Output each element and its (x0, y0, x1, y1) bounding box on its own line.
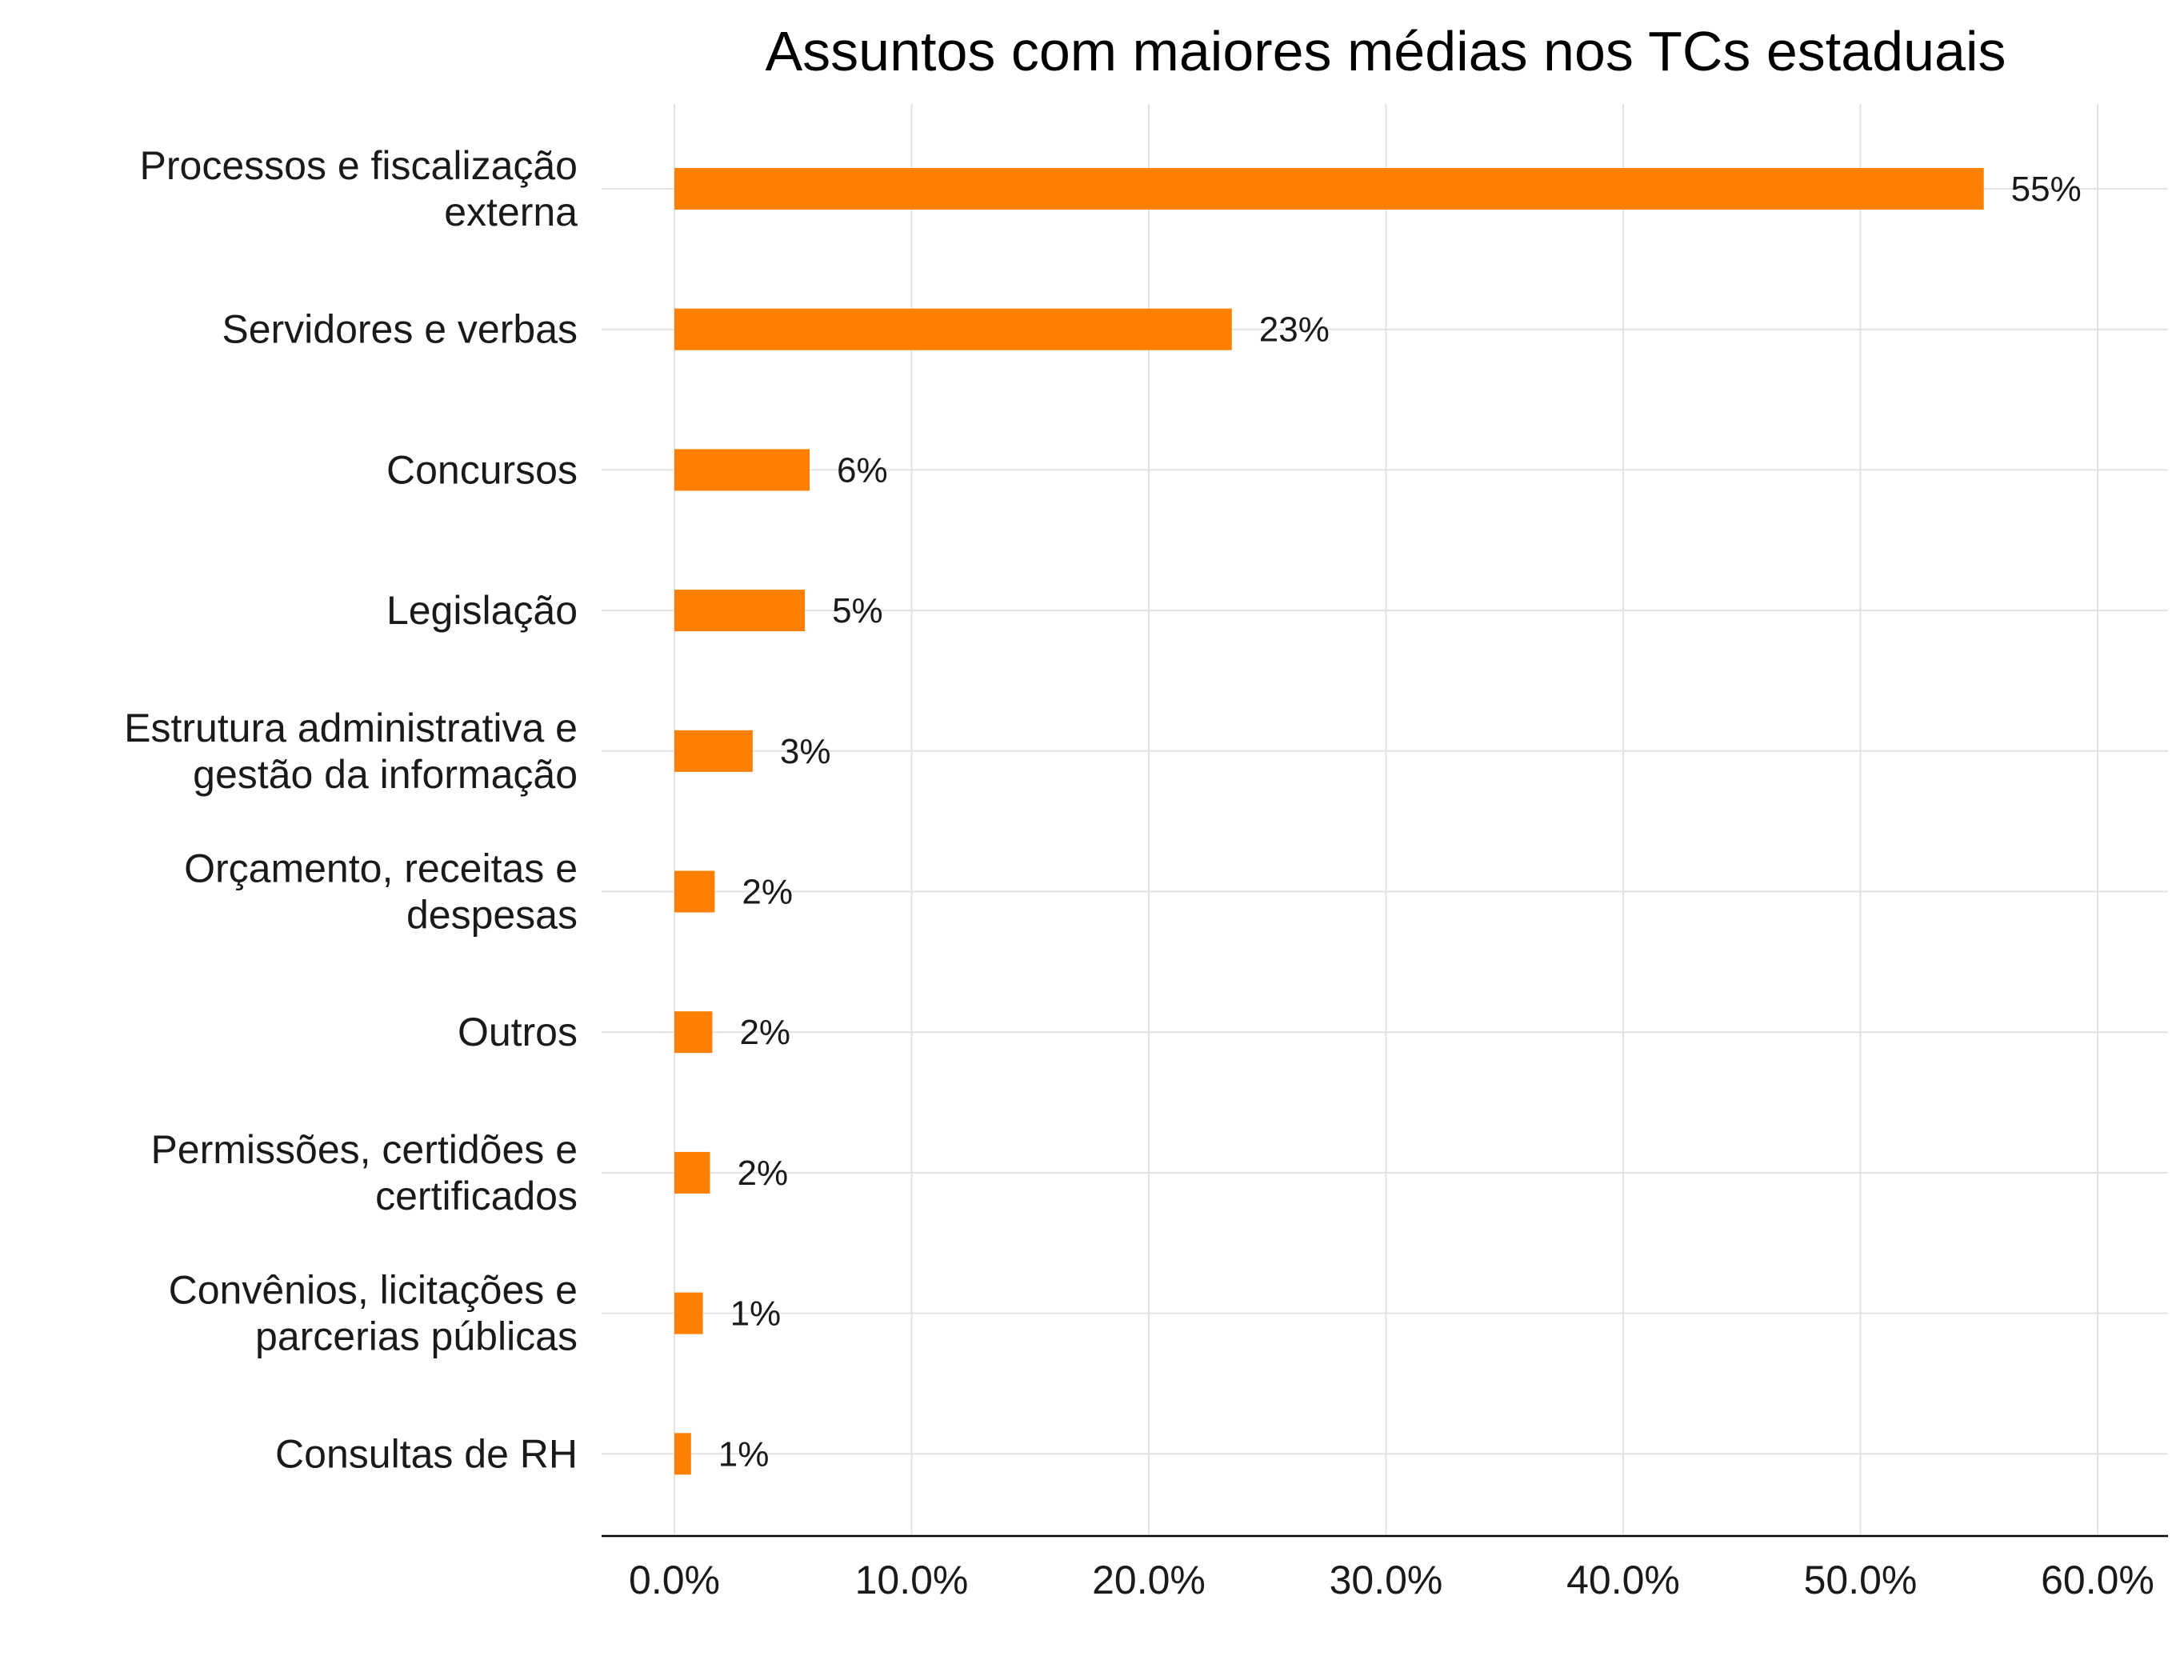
bar-value-label: 23% (1259, 310, 1330, 350)
category-label: Convênios, licitações e (169, 1268, 578, 1313)
grid-lines (602, 104, 2168, 1536)
data-labels: 55% 23% 6% 5% 3% 2% 2% 2% 1% 1% (718, 170, 2082, 1474)
bar-value-label: 1% (730, 1294, 782, 1334)
category-label: parcerias públicas (255, 1314, 578, 1359)
x-tick-label: 40.0% (1566, 1558, 1680, 1602)
category-label: certificados (375, 1174, 578, 1218)
category-label: gestão da informação (193, 752, 578, 797)
bar (674, 590, 806, 632)
category-label: Estrutura administrativa e (124, 706, 578, 750)
category-label: Concursos (386, 447, 578, 492)
x-tick-label: 10.0% (855, 1558, 969, 1602)
bar-value-label: 2% (739, 1013, 790, 1052)
category-label: Processos e fiscalização (140, 143, 578, 188)
x-tick-label: 60.0% (2041, 1558, 2154, 1602)
x-axis-tick-labels: 0.0% 10.0% 20.0% 30.0% 40.0% 50.0% 60.0% (629, 1558, 2154, 1602)
x-tick-label: 0.0% (629, 1558, 720, 1602)
bar-value-label: 55% (2011, 170, 2082, 209)
bar (674, 1151, 710, 1194)
category-label: Permissões, certidões e (150, 1127, 578, 1172)
category-label: Legislação (386, 588, 578, 633)
bar-value-label: 2% (737, 1154, 788, 1193)
bars (674, 168, 1984, 1475)
category-label: despesas (406, 893, 578, 938)
bar-value-label: 2% (742, 873, 793, 912)
category-label: externa (444, 190, 578, 234)
bar (674, 168, 1984, 210)
bar-value-label: 1% (718, 1434, 770, 1474)
category-label: Outros (458, 1010, 578, 1054)
category-label: Orçamento, receitas e (184, 846, 578, 891)
chart-title: Assuntos com maiores médias nos TCs esta… (765, 20, 2006, 82)
bar (674, 730, 753, 772)
bar-value-label: 5% (832, 591, 883, 630)
category-label: Consultas de RH (275, 1431, 578, 1476)
bar (674, 308, 1232, 350)
bar (674, 1011, 713, 1054)
bar-value-label: 6% (837, 450, 888, 490)
bar (674, 1433, 691, 1475)
bar (674, 870, 715, 913)
x-tick-label: 30.0% (1330, 1558, 1443, 1602)
category-label: Servidores e verbas (222, 307, 578, 352)
bar (674, 449, 810, 491)
x-tick-label: 20.0% (1092, 1558, 1206, 1602)
bar-value-label: 3% (780, 732, 831, 771)
x-tick-label: 50.0% (1804, 1558, 1918, 1602)
bar (674, 1292, 703, 1334)
